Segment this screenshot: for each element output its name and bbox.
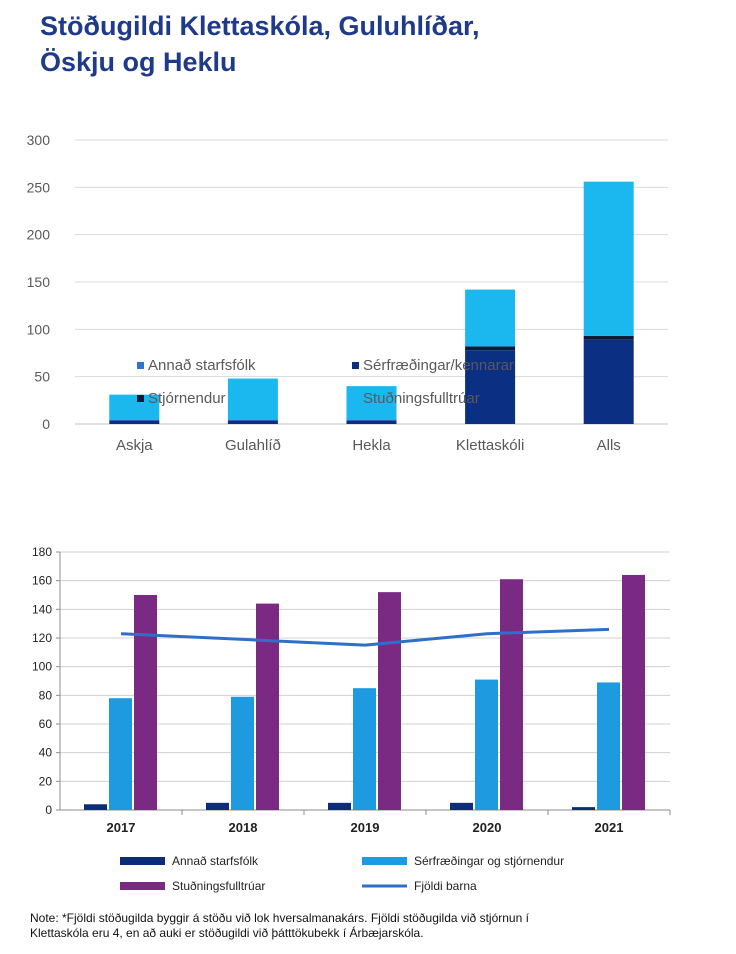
legend-label: Stuðningsfulltrúar bbox=[172, 879, 265, 893]
legend-label: Stjórnendur bbox=[148, 390, 226, 407]
y-tick-label: 100 bbox=[32, 660, 52, 674]
bar-segment bbox=[109, 420, 160, 424]
bar-segment bbox=[227, 378, 278, 421]
x-tick-label: 2018 bbox=[229, 820, 258, 835]
legend-swatch bbox=[137, 395, 144, 402]
legend-swatch bbox=[352, 395, 359, 402]
y-tick-label: 140 bbox=[32, 602, 52, 616]
bar-segment bbox=[583, 181, 634, 336]
bar bbox=[256, 603, 279, 810]
bar bbox=[572, 807, 595, 810]
bar-segment bbox=[346, 386, 397, 421]
legend-label: Annað starfsfólk bbox=[148, 357, 256, 374]
x-tick-label: 2020 bbox=[473, 820, 502, 835]
x-tick-label: Askja bbox=[116, 437, 153, 454]
x-tick-label: 2019 bbox=[351, 820, 380, 835]
bar bbox=[597, 682, 620, 810]
footnote: Note: *Fjöldi stöðugilda byggir á stöðu … bbox=[30, 911, 736, 941]
y-tick-label: 250 bbox=[27, 179, 51, 195]
stacked-bar-chart: 0 50 100 150 200 250 300 Askja Gulahlíð Hekla Klet… bbox=[27, 132, 668, 454]
y-tick-label: 160 bbox=[32, 574, 52, 588]
x-tick-label: Alls bbox=[597, 437, 621, 454]
legend-label: Stuðningsfulltrúar bbox=[363, 390, 480, 407]
bar-segment bbox=[465, 289, 516, 347]
legend-label: Sérfræðingar/kennarar bbox=[363, 357, 514, 374]
x-tick-label: Gulahlíð bbox=[225, 437, 281, 454]
bar-segment bbox=[465, 346, 516, 351]
y-tick-label: 50 bbox=[34, 369, 50, 385]
y-tick-label: 0 bbox=[45, 803, 52, 817]
bar-segment bbox=[465, 350, 516, 424]
bar-segment bbox=[227, 420, 278, 424]
bar-segment bbox=[109, 394, 160, 421]
y-tick-label: 0 bbox=[42, 416, 50, 432]
legend-label: Sérfræðingar og stjórnendur bbox=[414, 854, 564, 868]
y-tick-label: 150 bbox=[27, 274, 51, 290]
bar bbox=[353, 688, 376, 810]
x-tick-label: 2021 bbox=[595, 820, 624, 835]
x-tick-label: Klettaskóli bbox=[456, 437, 524, 454]
bar-segment bbox=[583, 335, 634, 340]
y-tick-label: 60 bbox=[39, 717, 53, 731]
bar-segment bbox=[346, 420, 397, 424]
bar bbox=[378, 592, 401, 810]
bar-segment bbox=[583, 339, 634, 424]
legend-label: Annað starfsfólk bbox=[172, 854, 259, 868]
x-tick-label: Hekla bbox=[352, 437, 391, 454]
footnote-line-2: Klettaskóla eru 4, en að auki er stöðugi… bbox=[30, 926, 424, 940]
y-tick-label: 20 bbox=[39, 774, 53, 788]
legend-swatch bbox=[362, 857, 407, 865]
title-line-1: Stöðugildi Klettaskóla, Guluhlíðar, bbox=[40, 11, 480, 41]
page-title: Stöðugildi Klettaskóla, Guluhlíðar, Öskj… bbox=[40, 8, 680, 80]
y-tick-label: 80 bbox=[39, 688, 53, 702]
y-tick-label: 40 bbox=[39, 746, 53, 760]
bar bbox=[328, 802, 351, 810]
legend-swatch bbox=[120, 882, 165, 890]
y-tick-label: 120 bbox=[32, 631, 52, 645]
bar bbox=[134, 595, 157, 810]
y-tick-label: 180 bbox=[32, 545, 52, 559]
legend-swatch bbox=[137, 362, 144, 369]
bar bbox=[84, 804, 107, 810]
legend-swatch bbox=[120, 857, 165, 865]
y-tick-label: 100 bbox=[27, 321, 51, 337]
bar bbox=[475, 679, 498, 810]
legend-swatch bbox=[352, 362, 359, 369]
bar bbox=[109, 698, 132, 810]
legend-label: Fjöldi barna bbox=[414, 879, 477, 893]
bar bbox=[622, 574, 645, 810]
x-tick-label: 2017 bbox=[107, 820, 136, 835]
y-tick-label: 300 bbox=[27, 132, 51, 148]
footnote-line-1: Note: *Fjöldi stöðugilda byggir á stöðu … bbox=[30, 911, 529, 925]
grouped-bar-line-chart: 0 20 40 60 80 100 120 140 160 180 2017 2018 2019 2020… bbox=[32, 545, 671, 893]
y-tick-label: 200 bbox=[27, 227, 51, 243]
bar bbox=[450, 802, 473, 810]
bar bbox=[500, 579, 523, 810]
title-line-2: Öskju og Heklu bbox=[40, 47, 237, 77]
series-line bbox=[120, 627, 610, 647]
bar bbox=[206, 802, 229, 810]
bar bbox=[231, 696, 254, 810]
